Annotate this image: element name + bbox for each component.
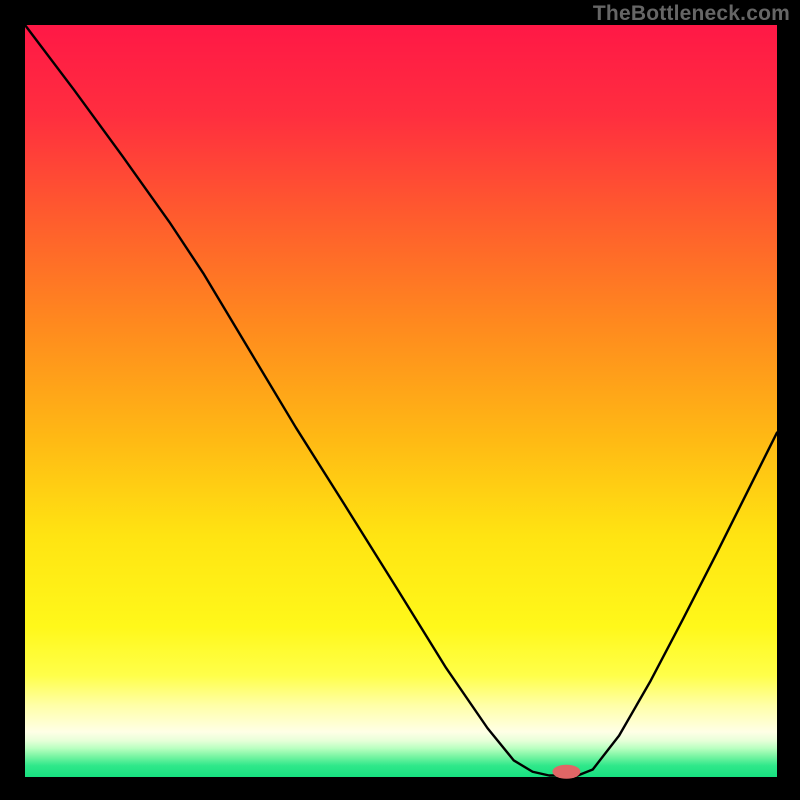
chart-stage: TheBottleneck.com	[0, 0, 800, 800]
optimal-marker	[552, 765, 580, 779]
bottleneck-chart	[0, 0, 800, 800]
plot-area	[25, 25, 777, 777]
